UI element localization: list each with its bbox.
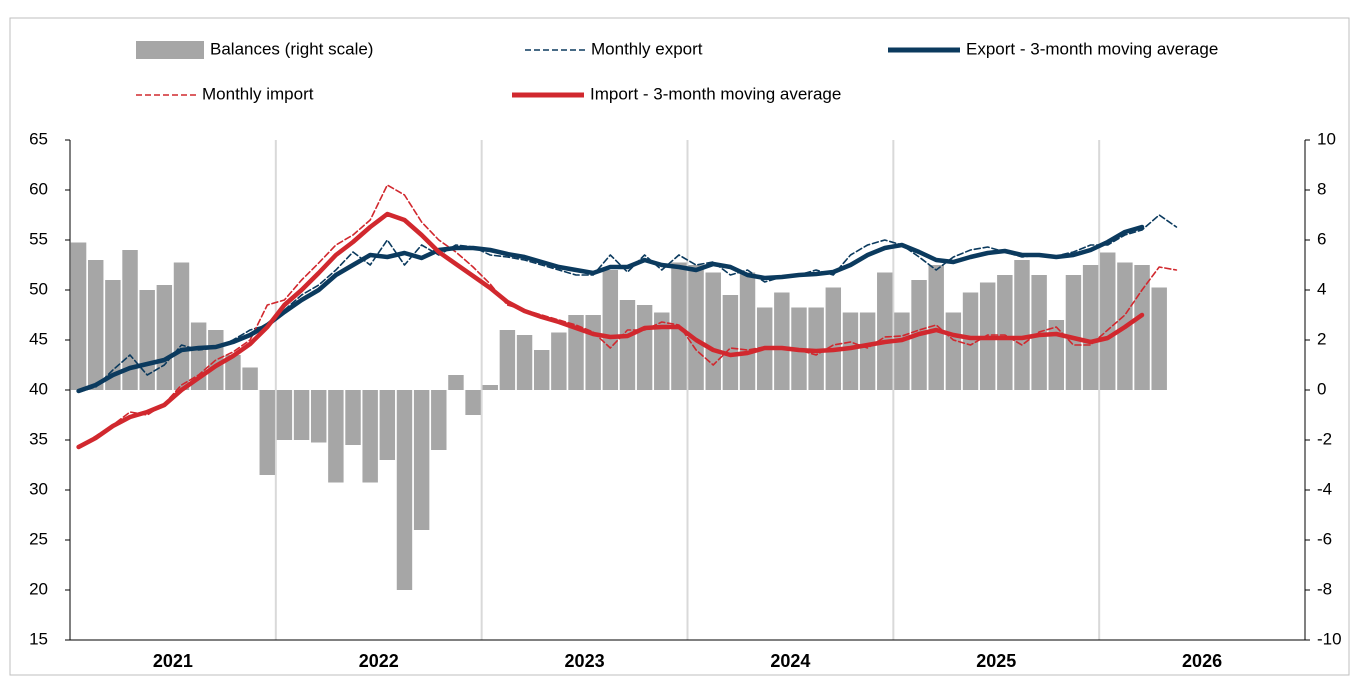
bar	[585, 315, 601, 390]
bar	[122, 250, 138, 390]
bar	[842, 312, 859, 390]
bar	[516, 335, 533, 390]
x-tick-label: 2025	[976, 651, 1016, 671]
y2-tick-label: 6	[1317, 229, 1326, 248]
bar	[1082, 265, 1099, 390]
y2-tick-label: -2	[1317, 429, 1332, 448]
x-tick-label: 2023	[565, 651, 605, 671]
legend-label: Monthly import	[202, 84, 314, 103]
bar	[345, 390, 361, 445]
y2-tick-label: 8	[1317, 179, 1326, 198]
bar	[276, 390, 293, 440]
bar	[533, 350, 550, 390]
y2-tick-label: 4	[1317, 279, 1326, 298]
x-tick-label: 2021	[153, 651, 193, 671]
bar	[774, 292, 790, 390]
bar	[482, 385, 498, 390]
bar	[962, 292, 979, 390]
line	[76, 224, 1145, 394]
bar	[688, 265, 704, 390]
line	[77, 214, 1178, 393]
bar	[173, 262, 190, 390]
y-tick-label: 60	[29, 179, 48, 198]
y-tick-label: 55	[29, 229, 48, 248]
bar	[293, 390, 310, 440]
bar	[105, 280, 121, 390]
bar	[859, 312, 876, 390]
y2-tick-label: 10	[1317, 129, 1336, 148]
y-tick-label: 65	[29, 129, 48, 148]
bar	[997, 275, 1013, 390]
bar	[551, 332, 567, 390]
bar	[945, 312, 962, 390]
bar	[739, 272, 756, 390]
bar	[413, 390, 430, 530]
y-tick-label: 40	[29, 379, 48, 398]
legend-label: Balances (right scale)	[210, 39, 373, 58]
bar	[259, 390, 275, 475]
bar	[1100, 252, 1116, 390]
bar	[225, 355, 241, 390]
line	[77, 184, 1178, 448]
bar	[1048, 320, 1065, 390]
y2-tick-label: -6	[1317, 529, 1332, 548]
y-tick-label: 50	[29, 279, 48, 298]
bar	[928, 265, 944, 390]
bar	[448, 375, 464, 390]
bar	[825, 287, 842, 390]
x-tick-label: 2026	[1182, 651, 1222, 671]
bar	[894, 312, 910, 390]
bar	[705, 272, 721, 390]
bar	[88, 260, 104, 390]
x-tick-label: 2024	[770, 651, 810, 671]
bar	[636, 305, 653, 390]
line	[76, 211, 1145, 450]
legend-label: Monthly export	[591, 39, 703, 58]
y2-tick-label: -4	[1317, 479, 1332, 498]
bar	[722, 295, 739, 390]
bar	[379, 390, 396, 460]
y-tick-label: 15	[29, 629, 48, 648]
legend-label: Import - 3-month moving average	[590, 84, 841, 103]
bar	[328, 390, 344, 483]
bar	[396, 390, 413, 590]
bar	[654, 312, 670, 390]
bar	[156, 285, 173, 390]
bar	[242, 367, 258, 390]
y2-tick-label: -10	[1317, 629, 1342, 648]
bar	[310, 390, 327, 443]
bar	[877, 272, 893, 390]
x-tick-label: 2022	[359, 651, 399, 671]
bar	[431, 390, 447, 450]
bar	[1014, 260, 1030, 390]
bar	[70, 242, 87, 390]
y2-tick-label: -8	[1317, 579, 1332, 598]
y2-tick-label: 0	[1317, 379, 1326, 398]
bar	[602, 270, 619, 390]
bar	[362, 390, 378, 483]
y-tick-label: 30	[29, 479, 48, 498]
legend-swatch	[136, 41, 204, 59]
bar	[499, 330, 516, 390]
bar	[568, 315, 584, 390]
bar	[1151, 287, 1167, 390]
y-tick-label: 35	[29, 429, 48, 448]
bar	[465, 390, 481, 415]
y2-tick-label: 2	[1317, 329, 1326, 348]
bar	[619, 300, 636, 390]
y-tick-label: 45	[29, 329, 48, 348]
y-tick-label: 20	[29, 579, 48, 598]
y-tick-label: 25	[29, 529, 48, 548]
bar	[1065, 275, 1082, 390]
legend-label: Export - 3-month moving average	[966, 39, 1218, 58]
